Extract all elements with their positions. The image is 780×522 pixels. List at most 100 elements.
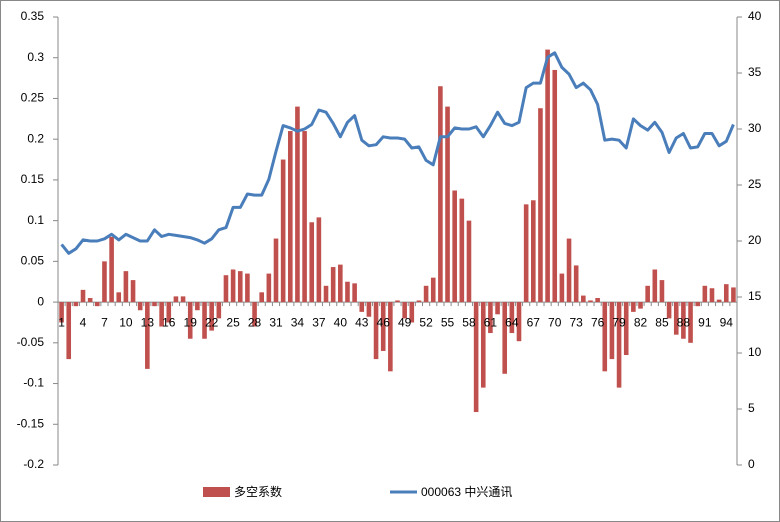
bar xyxy=(538,108,543,303)
bar xyxy=(295,106,300,303)
bar xyxy=(252,302,257,327)
bar xyxy=(373,302,379,360)
y2-tick-label: 5 xyxy=(748,401,755,415)
bar xyxy=(380,302,386,351)
x-tick-label: 52 xyxy=(419,315,433,329)
bar xyxy=(388,302,393,372)
bar xyxy=(230,269,236,303)
x-tick-label: 25 xyxy=(226,315,240,329)
y-tick-label: -0.1 xyxy=(23,376,44,390)
x-tick-label: 49 xyxy=(398,315,412,329)
bar xyxy=(681,302,686,339)
x-tick-label: 1 xyxy=(58,315,65,329)
bar xyxy=(195,302,200,311)
x-tick-label: 22 xyxy=(205,315,219,329)
bar xyxy=(688,302,693,343)
y-tick-label: -0.15 xyxy=(17,416,45,430)
bar xyxy=(180,296,186,303)
bar xyxy=(159,302,164,327)
x-tick-label: 40 xyxy=(334,315,348,329)
bar xyxy=(395,300,400,303)
bar xyxy=(166,302,172,323)
bar xyxy=(345,281,350,303)
bar xyxy=(187,302,193,339)
bar xyxy=(366,302,372,317)
bar xyxy=(145,302,150,369)
x-tick-label: 28 xyxy=(248,315,262,329)
y2-tick-label: 0 xyxy=(748,457,755,471)
bar xyxy=(623,302,629,356)
bar xyxy=(609,302,615,360)
bar xyxy=(202,302,207,339)
bar xyxy=(488,302,493,334)
x-tick-label: 10 xyxy=(119,315,133,329)
x-tick-label: 43 xyxy=(355,315,369,329)
bar xyxy=(109,236,114,303)
x-tick-label: 67 xyxy=(527,315,541,329)
bar xyxy=(480,302,486,388)
y2-tick-label: 10 xyxy=(748,345,762,359)
bar xyxy=(102,261,107,303)
x-tick-label: 76 xyxy=(591,315,605,329)
legend-label: 多空系数 xyxy=(234,484,282,499)
bar xyxy=(80,289,86,303)
bar xyxy=(280,159,286,303)
bar xyxy=(123,271,129,303)
x-tick-label: 91 xyxy=(698,315,712,329)
bar xyxy=(309,222,315,303)
bar xyxy=(723,284,729,303)
bar xyxy=(130,280,136,303)
bar xyxy=(638,302,643,309)
bar xyxy=(702,285,708,303)
line xyxy=(60,51,735,255)
x-tick-label: 58 xyxy=(462,315,476,329)
bar xyxy=(588,300,593,303)
bar xyxy=(352,283,357,303)
y2-tick-label: 15 xyxy=(748,289,762,303)
y-tick-label: 0.3 xyxy=(27,50,44,64)
bar xyxy=(59,302,64,323)
bar xyxy=(459,198,465,303)
bar xyxy=(566,238,572,303)
bar xyxy=(330,267,336,303)
bar xyxy=(631,302,636,312)
y-tick-label: 0.2 xyxy=(27,131,44,145)
y2-tick-label: 40 xyxy=(748,9,762,23)
bar xyxy=(595,298,600,303)
bar xyxy=(473,302,479,413)
bar xyxy=(695,302,700,307)
x-tick-label: 16 xyxy=(162,315,176,329)
x-tick-label: 61 xyxy=(484,315,498,329)
bar xyxy=(316,217,322,303)
x-tick-label: 31 xyxy=(269,315,283,329)
y2-tick-label: 30 xyxy=(748,121,762,135)
bar xyxy=(602,302,608,372)
bar xyxy=(87,298,93,303)
legend-swatch xyxy=(203,487,230,497)
x-tick-label: 64 xyxy=(505,315,519,329)
bar xyxy=(573,265,579,303)
bar xyxy=(223,275,229,303)
y-tick-label: 0.15 xyxy=(21,172,45,186)
bar xyxy=(266,273,272,303)
x-tick-label: 34 xyxy=(291,315,305,329)
bar xyxy=(438,86,443,303)
bar xyxy=(73,302,79,307)
y-tick-label: 0.05 xyxy=(21,254,45,268)
bar xyxy=(287,131,293,303)
x-tick-label: 46 xyxy=(377,315,391,329)
bar xyxy=(209,302,214,331)
bar xyxy=(516,302,522,342)
y2-tick-label: 35 xyxy=(748,65,762,79)
x-tick-label: 79 xyxy=(612,315,626,329)
bar xyxy=(645,285,650,303)
bar xyxy=(509,302,515,334)
x-tick-label: 94 xyxy=(720,315,734,329)
bar xyxy=(673,302,679,335)
bar xyxy=(338,264,343,303)
bar xyxy=(716,299,722,303)
bar xyxy=(95,302,100,307)
bar xyxy=(531,200,536,303)
